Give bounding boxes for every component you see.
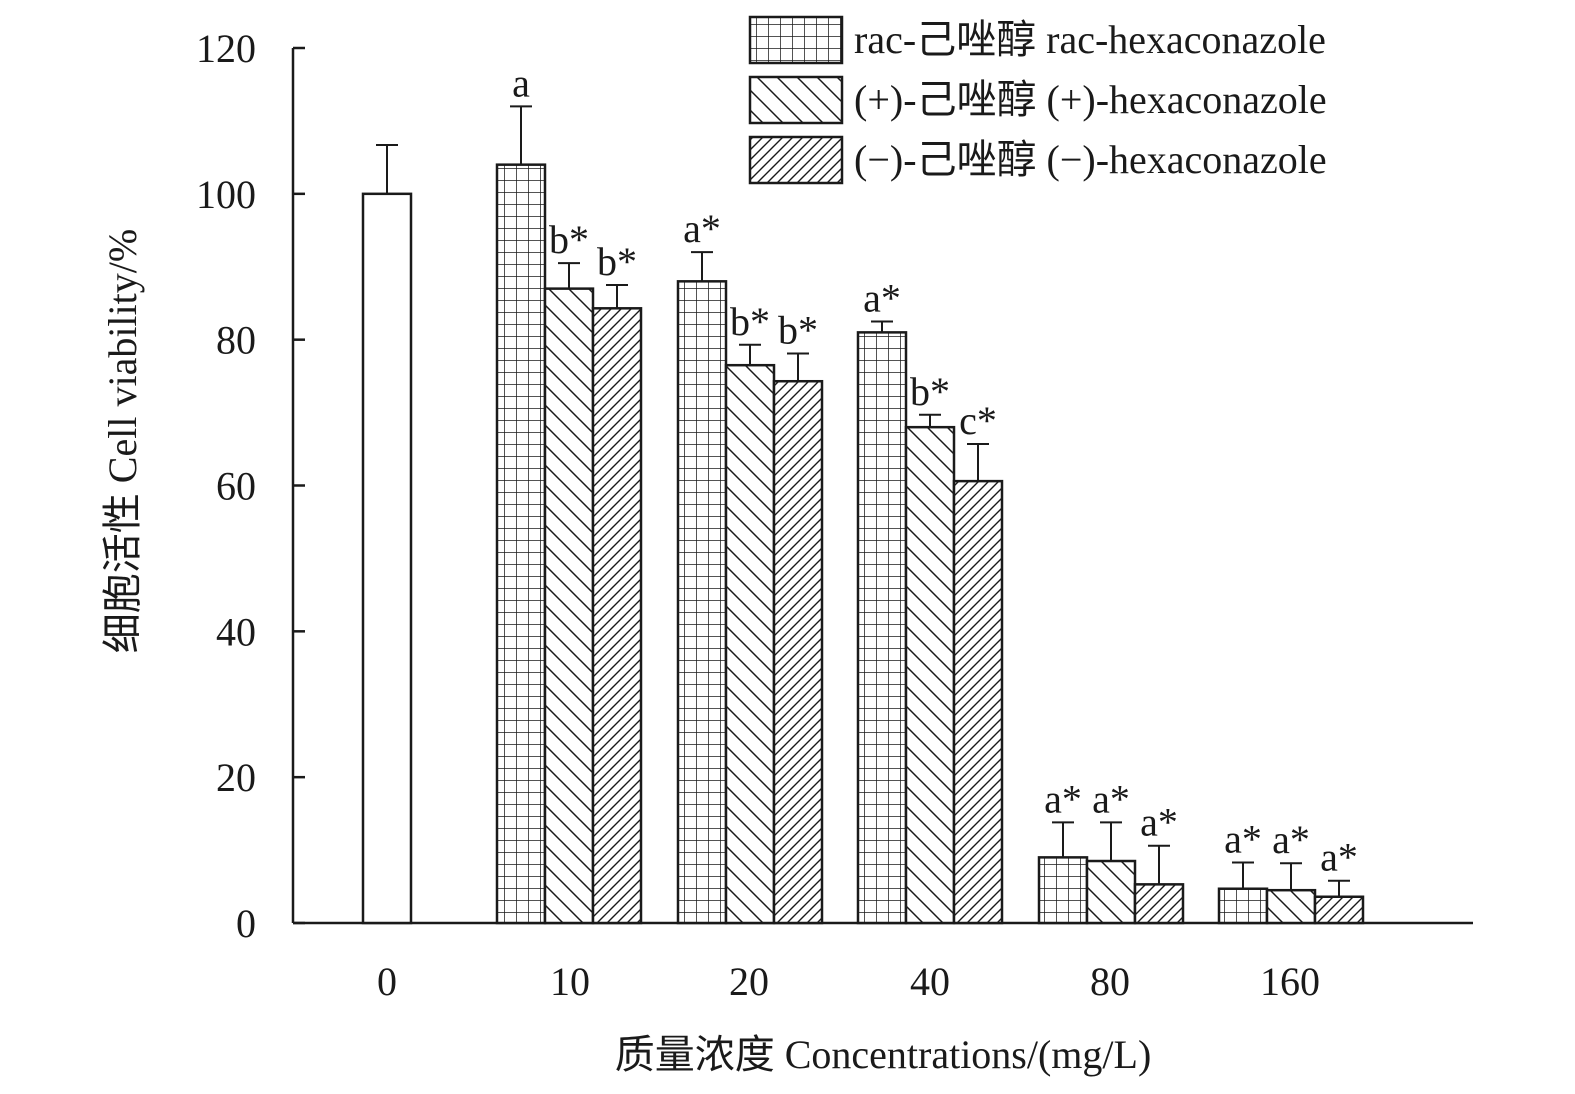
bar — [591, 307, 643, 925]
data-label: b* — [597, 239, 637, 284]
bar — [904, 425, 956, 925]
bar — [543, 287, 595, 925]
bar — [772, 379, 824, 925]
bar — [856, 331, 908, 925]
data-label: a* — [1092, 776, 1130, 821]
bar — [1085, 859, 1137, 925]
legend-entry: rac-己唑醇 rac-hexaconazole — [854, 17, 1326, 62]
bar — [952, 479, 1004, 925]
y-tick-label: 60 — [216, 464, 256, 509]
y-tick-label: 40 — [216, 609, 256, 654]
data-label: a* — [863, 275, 901, 320]
data-label: b* — [549, 217, 589, 262]
bar — [1133, 883, 1185, 925]
data-label: a — [512, 60, 530, 105]
data-label: b* — [910, 369, 950, 414]
bar — [724, 363, 776, 925]
bar — [676, 280, 728, 925]
legend-swatch — [748, 15, 844, 65]
data-label: b* — [730, 299, 770, 344]
bar — [495, 163, 547, 925]
y-tick-label: 100 — [196, 172, 256, 217]
x-tick-label: 160 — [1260, 959, 1320, 1004]
data-label: c* — [959, 398, 997, 443]
x-axis-title: 质量浓度 Concentrations/(mg/L) — [615, 1032, 1152, 1077]
data-label: a* — [1044, 776, 1082, 821]
x-tick-label: 80 — [1090, 959, 1130, 1004]
bar — [1037, 856, 1089, 925]
y-tick-label: 0 — [236, 901, 256, 946]
bar — [1217, 887, 1269, 925]
legend-entry: (−)-己唑醇 (−)-hexaconazole — [854, 137, 1327, 182]
x-tick-label: 20 — [729, 959, 769, 1004]
bar — [1313, 895, 1365, 925]
data-label: a* — [683, 206, 721, 251]
x-tick-label: 0 — [377, 959, 397, 1004]
legend-entry: (+)-己唑醇 (+)-hexaconazole — [854, 77, 1327, 122]
bar — [1265, 888, 1317, 925]
x-tick-label: 40 — [910, 959, 950, 1004]
data-label: a* — [1272, 817, 1310, 862]
legend-swatch — [748, 135, 844, 185]
bar-control — [361, 192, 413, 925]
data-label: a* — [1224, 816, 1262, 861]
data-label: a* — [1140, 800, 1178, 845]
y-tick-label: 20 — [216, 755, 256, 800]
y-tick-label: 120 — [196, 26, 256, 71]
legend-swatch — [748, 75, 844, 125]
data-label: a* — [1320, 835, 1358, 880]
y-axis-title: 细胞活性 Cell viability/% — [100, 229, 145, 653]
legend: rac-己唑醇 rac-hexaconazole (+)-己唑醇 (+)-hexa… — [748, 15, 1327, 185]
x-tick-label: 10 — [550, 959, 590, 1004]
data-label: b* — [778, 308, 818, 353]
y-tick-label: 80 — [216, 318, 256, 363]
